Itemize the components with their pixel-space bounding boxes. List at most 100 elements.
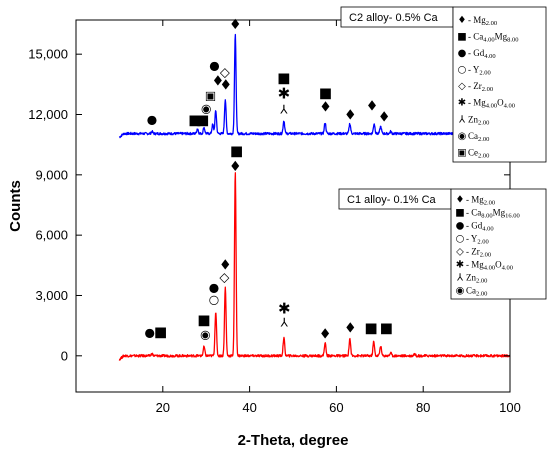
legend-symbol: ● [458, 48, 467, 59]
legend-label: - Gd4.00 [468, 48, 496, 60]
peak-marker: ■ [380, 321, 393, 337]
legend-label: Ca2.00 [466, 285, 487, 297]
legend-symbol: ○ [456, 233, 465, 244]
legend-item: ○ - Y2.00 [456, 233, 489, 245]
legend-label: - Gd4.00 [466, 220, 494, 232]
alloy-label: C1 alloy- 0.1% Ca [347, 194, 437, 206]
legend-item: ✱ - Mg4.00O4.00 [456, 259, 513, 271]
legend-prefix: - [468, 31, 473, 41]
legend-prefix: - [468, 48, 473, 58]
legend-label: Ce2.00 [468, 147, 489, 159]
legend-prefix: - [468, 65, 473, 75]
legend-prefix: - [468, 81, 473, 91]
peak-marker: ♦ [344, 321, 357, 337]
legend-symbol: ⅄ [457, 272, 464, 283]
peak-marker: ■ [154, 325, 167, 341]
legend-element: Mg [493, 207, 506, 217]
legend-prefix: - [466, 194, 471, 204]
peak-marker: ■ [188, 113, 201, 129]
peak-marker: ● [209, 280, 219, 294]
legend-element: Y [471, 233, 478, 243]
peak-marker: ◉ [200, 328, 210, 342]
legend-label: - Ca4.00Mg8.00 [468, 31, 519, 43]
legend-prefix: - [468, 98, 473, 108]
peak-marker: ▣ [205, 88, 216, 102]
legend-element: Zn [468, 114, 478, 124]
peak-marker: ■ [365, 321, 378, 337]
y-tick-label: 9,000 [35, 167, 68, 182]
y-tick-label: 0 [61, 348, 68, 363]
legend-element: Mg [471, 194, 484, 204]
y-tick-label: 12,000 [28, 107, 68, 122]
legend-item: ⅄ Zn2.00 [457, 272, 487, 284]
legend-item: ○ - Y2.00 [458, 65, 491, 77]
peak-marker: ■ [230, 144, 243, 160]
legend-symbol: ■ [455, 207, 464, 218]
legend-label: Zn2.00 [468, 114, 489, 126]
legend-label: - Mg4.00O4.00 [466, 259, 513, 271]
legend-label: - Zr2.00 [468, 81, 493, 93]
panel-2: C1 alloy- 0.1% Ca ♦ - Mg2.00■ - Ca8.00Mg1… [338, 188, 547, 300]
series-line-1 [118, 33, 511, 139]
series-layer [118, 33, 511, 361]
legend-label: Ca2.00 [468, 131, 489, 143]
legend-element: O [495, 259, 502, 269]
legend-item: ⅄ Zn2.00 [459, 114, 489, 126]
legend-symbol: ◉ [458, 131, 467, 142]
peak-marker: ■ [196, 113, 209, 129]
panel-layer: C2 alloy- 0.5% Ca ♦ - Mg2.00■ - Ca4.00Mg8… [338, 6, 547, 300]
legend-symbol: ◇ [456, 246, 464, 257]
axis-layer: 20 40 60 80 100 0 3,000 6,000 9,000 12,000 15,000 [28, 20, 521, 415]
legend-subscript: 4.00 [482, 225, 493, 232]
legend-label: - Mg4.00O4.00 [468, 98, 515, 110]
legend-element: Ca [466, 285, 476, 295]
legend-item: ▣ Ce2.00 [457, 147, 489, 159]
legend-prefix: - [466, 207, 471, 217]
x-tick-label: 100 [499, 400, 521, 415]
legend-subscript: 2.00 [479, 70, 490, 77]
legend-item: ● - Gd4.00 [456, 220, 494, 232]
legend-element: Zr [473, 81, 482, 91]
legend-subscript: 2.00 [484, 199, 495, 206]
legend-subscript: 8.00 [507, 36, 518, 43]
legend-item: ◇ - Zr2.00 [458, 81, 493, 93]
y-tick-label: 15,000 [28, 47, 68, 62]
peak-marker: ■ [197, 313, 210, 329]
alloy-label: C2 alloy- 0.5% Ca [349, 12, 439, 24]
legend-prefix: - [468, 15, 473, 25]
legend-element: Mg [473, 15, 486, 25]
legend-symbol: ◇ [458, 81, 466, 92]
legend-label: - Y2.00 [466, 233, 489, 245]
legend-prefix: - [466, 259, 471, 269]
legend-item: ◉ Ca2.00 [456, 285, 488, 297]
legend-subscript: 4.00 [504, 103, 515, 110]
peak-marker: ♦ [319, 99, 332, 115]
legend-subscript: 4.00 [502, 264, 513, 271]
legend-subscript: 2.00 [478, 136, 489, 143]
legend-element: Ca [471, 207, 481, 217]
peak-marker: ⅄ [280, 316, 289, 330]
legend-element: Gd [473, 48, 484, 58]
peak-marker: ◉ [201, 101, 211, 115]
legend-prefix: - [466, 233, 471, 243]
legend-symbol: ○ [458, 65, 467, 76]
legend-subscript: 4.00 [483, 36, 494, 43]
y-tick-label: 3,000 [35, 288, 68, 303]
legend-element: Y [473, 65, 480, 75]
legend-item: ♦ - Mg2.00 [458, 15, 498, 27]
legend-subscript: 16.00 [505, 212, 520, 219]
legend-symbol: ● [456, 220, 465, 231]
legend-subscript: 2.00 [477, 238, 488, 245]
y-tick-label: 6,000 [35, 228, 68, 243]
legend-subscript: 2.00 [476, 277, 487, 284]
x-tick-label: 60 [329, 400, 343, 415]
legend-subscript: 2.00 [478, 152, 489, 159]
legend-symbol: ⅄ [459, 114, 466, 125]
legend-item: ● - Gd4.00 [458, 48, 496, 60]
x-tick-label: 20 [156, 400, 170, 415]
legend-symbol: ■ [457, 31, 466, 42]
peak-marker: ● [147, 113, 157, 127]
legend-element: O [497, 98, 504, 108]
x-axis-title: 2-Theta, degree [238, 432, 349, 449]
